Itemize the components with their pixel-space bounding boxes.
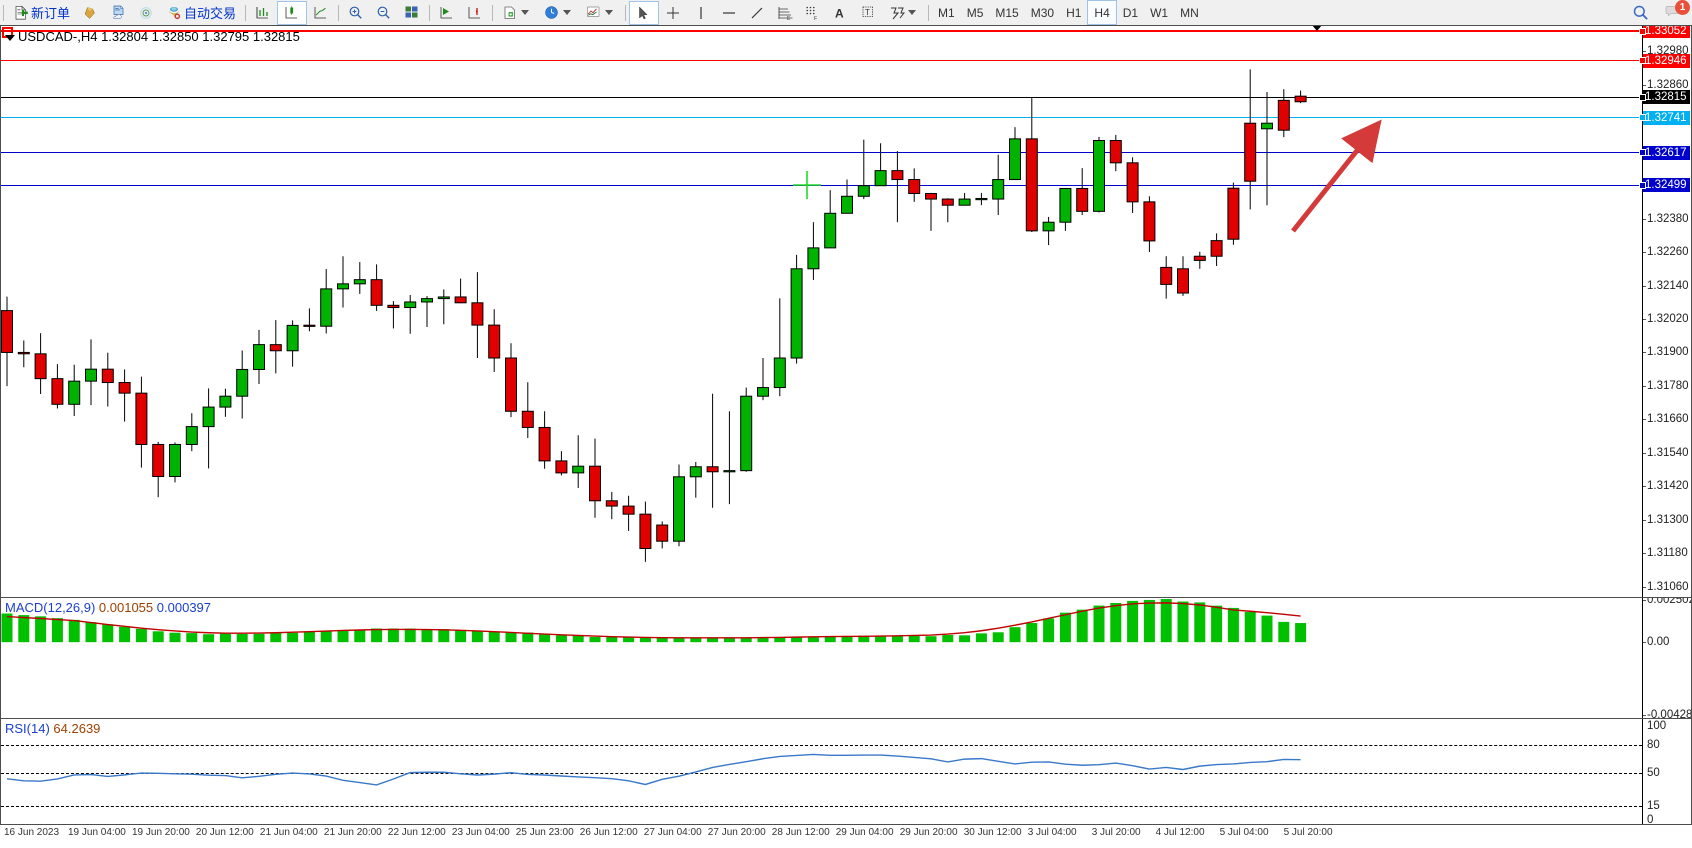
svg-text:E: E (787, 16, 791, 21)
svg-text:A: A (835, 6, 844, 20)
svg-text:T: T (865, 8, 870, 17)
svg-text:F: F (814, 16, 817, 21)
